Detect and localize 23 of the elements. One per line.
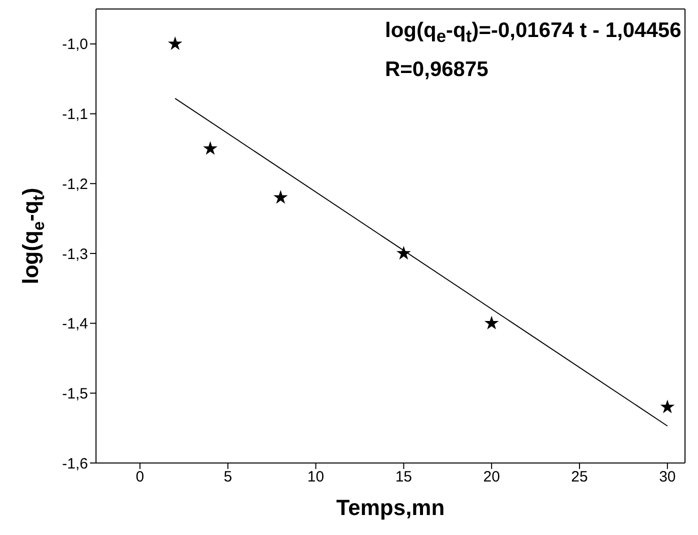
x-tick-label: 25 xyxy=(571,468,588,486)
x-tick-label: 20 xyxy=(483,468,500,486)
point xyxy=(484,316,499,330)
y-tick-label: -1,6 xyxy=(62,455,88,472)
x-axis-title: Temps,mn xyxy=(336,495,445,520)
y-tick-label: -1,1 xyxy=(62,106,88,124)
x-tick-label: 0 xyxy=(136,468,144,486)
y-tick-label: -1,0 xyxy=(62,36,88,54)
annotation: R=0,96875 xyxy=(385,57,490,84)
x-tick-label: 10 xyxy=(307,468,324,486)
x-tick-label: 30 xyxy=(659,468,676,486)
y-tick-label: -1,4 xyxy=(62,316,88,333)
point xyxy=(660,400,675,414)
point xyxy=(396,246,411,260)
point xyxy=(273,190,288,204)
y-tick-label: -1,5 xyxy=(62,385,88,402)
x-tick-label: 15 xyxy=(395,468,412,486)
point xyxy=(168,36,182,50)
point xyxy=(203,141,218,155)
annotation: log(q$_{e}$-q$_{t}$)=-0,01674 t - 1,04456 xyxy=(385,18,682,48)
y-tick-label: -1,3 xyxy=(62,246,88,263)
x-tick-label: 5 xyxy=(224,468,232,486)
y-tick-label: -1,2 xyxy=(62,176,88,193)
